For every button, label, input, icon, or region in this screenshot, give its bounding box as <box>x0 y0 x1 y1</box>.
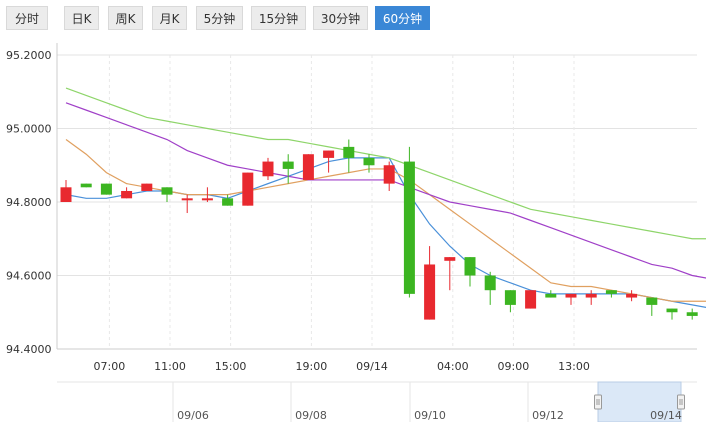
candle <box>545 290 557 298</box>
candle-body <box>242 172 254 206</box>
tab-2[interactable]: 周K <box>108 6 143 30</box>
candle <box>646 297 658 316</box>
x-tick-label: 15:00 <box>215 360 247 373</box>
y-tick-label: 95.2000 <box>6 49 52 62</box>
period-tabs: 分时 日K 周K 月K 5分钟 15分钟 30分钟 60分钟 <box>0 0 706 36</box>
candle-body <box>464 257 476 276</box>
candle-body <box>121 190 133 199</box>
candle-body <box>302 154 314 180</box>
x-tick-label: 09/14 <box>356 360 388 373</box>
candle-body <box>666 308 678 313</box>
candle-body <box>80 183 92 188</box>
candle-body <box>585 293 597 298</box>
candle <box>302 154 314 180</box>
x-tick-label: 19:00 <box>296 360 328 373</box>
candle-body <box>363 157 375 166</box>
candle-body <box>343 146 355 158</box>
ma-line-1 <box>65 139 706 302</box>
candle-body <box>161 187 173 195</box>
candle <box>343 139 355 173</box>
x-tick-label: 11:00 <box>154 360 186 373</box>
navigator-date-label: 09/06 <box>177 409 209 422</box>
navigator-date-label-overlay: 09/14 <box>650 409 682 422</box>
candle <box>222 194 234 206</box>
candle <box>484 271 496 305</box>
candle-body <box>141 183 153 191</box>
candle <box>666 308 678 320</box>
tab-5[interactable]: 15分钟 <box>251 6 306 30</box>
candle <box>585 290 597 305</box>
candle <box>60 179 72 202</box>
candle <box>626 290 638 302</box>
candle <box>686 308 698 320</box>
tab-0[interactable]: 分时 <box>6 6 48 30</box>
candle-body <box>424 264 436 320</box>
y-tick-label: 94.6000 <box>6 270 52 283</box>
candle-body <box>525 290 537 309</box>
tab-3[interactable]: 月K <box>152 6 187 30</box>
y-tick-label: 94.4000 <box>6 343 52 356</box>
navigator-selection[interactable] <box>597 381 682 422</box>
navigator-date-label: 09/08 <box>295 409 327 422</box>
ma-line-3 <box>65 87 706 240</box>
candle <box>323 150 335 173</box>
candle-body <box>100 183 112 195</box>
candle <box>444 257 456 291</box>
tab-1[interactable]: 日K <box>64 6 99 30</box>
candle <box>181 194 193 214</box>
tab-4[interactable]: 5分钟 <box>196 6 243 30</box>
candle-body <box>646 297 658 305</box>
navigator-date-label: 09/12 <box>532 409 564 422</box>
candle-body <box>181 198 193 201</box>
candle <box>504 290 516 313</box>
candle <box>565 293 577 305</box>
candle <box>383 161 395 191</box>
candle <box>80 183 92 188</box>
x-tick-label: 09:00 <box>498 360 530 373</box>
candle <box>525 290 537 309</box>
candle-body <box>282 161 294 169</box>
candle-body <box>626 293 638 298</box>
candle <box>100 183 112 195</box>
candle <box>242 172 254 206</box>
candle-body <box>222 198 234 206</box>
navigator-right-handle[interactable] <box>677 394 685 410</box>
tab-7[interactable]: 60分钟 <box>375 6 430 30</box>
candle <box>161 187 173 202</box>
candle <box>403 146 415 298</box>
tab-6[interactable]: 30分钟 <box>313 6 368 30</box>
candle-body <box>262 161 274 177</box>
x-tick-label: 04:00 <box>437 360 469 373</box>
candle-body <box>323 150 335 158</box>
candle <box>141 183 153 191</box>
candle <box>464 257 476 287</box>
candle-body <box>403 161 415 294</box>
x-tick-label: 07:00 <box>94 360 126 373</box>
candle <box>201 187 213 202</box>
candle <box>121 187 133 199</box>
candle-body <box>383 165 395 184</box>
candle-body <box>201 198 213 201</box>
navigator-date-label: 09/10 <box>414 409 446 422</box>
candle-body <box>565 293 577 298</box>
candle <box>424 246 436 320</box>
candle <box>282 154 294 184</box>
candle <box>262 157 274 180</box>
y-tick-label: 94.8000 <box>6 196 52 209</box>
candle-body <box>545 293 557 298</box>
candle-body <box>504 290 516 305</box>
candle-body <box>484 275 496 291</box>
candle-body <box>444 257 456 261</box>
candle-body <box>605 290 617 294</box>
candle-body <box>686 312 698 316</box>
candle <box>363 154 375 173</box>
navigator-left-handle[interactable] <box>594 394 602 410</box>
x-tick-label: 13:00 <box>558 360 590 373</box>
candle-body <box>60 187 72 202</box>
candle <box>605 290 617 298</box>
y-tick-label: 95.0000 <box>6 123 52 136</box>
